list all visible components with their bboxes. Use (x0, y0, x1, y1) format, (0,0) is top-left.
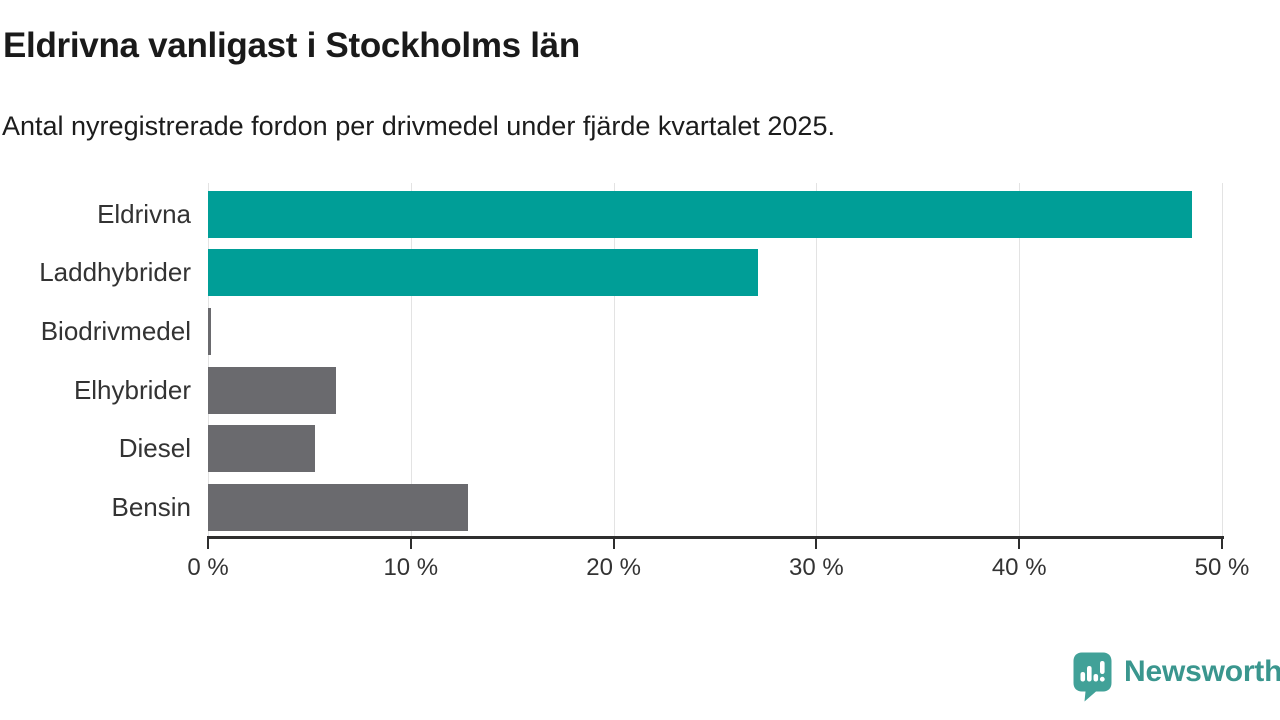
gridline-40 (1019, 183, 1021, 537)
x-tick-label-40: 40 % (991, 554, 1047, 581)
bar-bensin (208, 484, 468, 532)
newsworthy-logo: Newsworthy (1071, 651, 1280, 702)
gridline-20 (613, 183, 615, 537)
chart-subtitle: Antal nyregistrerade fordon per drivmede… (2, 111, 835, 141)
newsworthy-speech-bubble-barchart-icon (1073, 652, 1112, 702)
bar-row-bensin: Bensin (112, 478, 1222, 537)
brand-name: Newsworthy (1124, 655, 1280, 688)
bar-diesel (208, 425, 316, 473)
chart-title: Eldrivna vanligast i Stockholms län (3, 26, 580, 65)
x-tick-label-50: 50 % (1194, 554, 1250, 581)
bar-row-laddhybrider: Laddhybrider (39, 244, 1222, 303)
bar-laddhybrider (208, 249, 758, 297)
x-tick-10 (409, 537, 412, 549)
x-tick-40 (1018, 537, 1021, 549)
x-tick-label-20: 20 % (586, 554, 641, 581)
x-tick-30 (815, 537, 818, 549)
bar-row-eldrivna: Eldrivna (97, 185, 1222, 244)
category-label-laddhybrider: Laddhybrider (39, 257, 191, 288)
gridline-0 (208, 183, 209, 537)
bar-elhybrider (208, 366, 336, 414)
plot-area: Eldrivna Laddhybrider Biodrivmedel Elhybrid… (39, 183, 1249, 581)
bar-row-biodrivmedel: Biodrivmedel (41, 302, 1222, 361)
gridline-50 (1222, 183, 1223, 537)
x-tick-label-30: 30 % (789, 554, 844, 581)
bar-biodrivmedel (208, 308, 212, 356)
gridline-30 (816, 183, 818, 537)
category-label-bensin: Bensin (111, 492, 192, 523)
category-label-elhybrider: Elhybrider (73, 374, 191, 405)
bar-row-elhybrider: Elhybrider (74, 361, 1222, 420)
category-label-diesel: Diesel (118, 433, 191, 464)
x-tick-0 (207, 537, 209, 549)
bar-row-diesel: Diesel (119, 420, 1222, 479)
x-axis-line (207, 536, 1224, 539)
x-tick-50 (1221, 537, 1223, 549)
x-tick-20 (612, 537, 615, 549)
x-tick-label-10: 10 % (383, 554, 439, 581)
bar-eldrivna (208, 190, 1192, 238)
gridline-10 (410, 183, 412, 537)
category-label-eldrivna: Eldrivna (97, 198, 191, 229)
x-tick-label-0: 0 % (187, 554, 229, 581)
category-label-biodrivmedel: Biodrivmedel (40, 316, 191, 347)
